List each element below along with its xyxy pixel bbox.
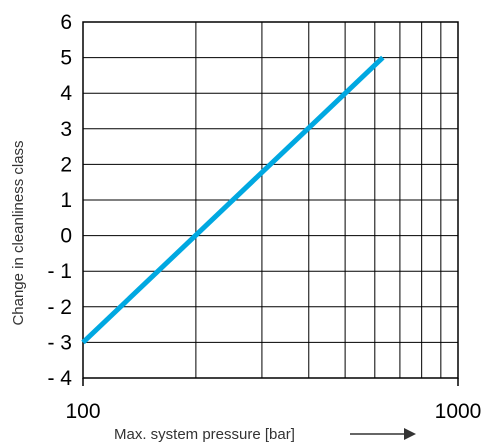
- y-tick-label: - 4: [47, 367, 72, 390]
- x-tick-label: 100: [65, 400, 100, 423]
- y-tick-label: 3: [60, 118, 72, 141]
- y-tick-label: 4: [60, 82, 72, 105]
- plot-frame: [83, 22, 458, 386]
- y-tick-label: - 1: [47, 260, 72, 283]
- y-tick-label: 5: [60, 47, 72, 70]
- y-tick-label: 6: [60, 11, 72, 34]
- y-tick-label: - 2: [47, 296, 72, 319]
- x-axis-label: Max. system pressure [bar]: [114, 426, 295, 443]
- y-tick-label: 0: [60, 225, 72, 248]
- x-tick-label: 1000: [435, 400, 481, 423]
- y-tick-label: 2: [60, 153, 72, 176]
- y-tick-label: 1: [60, 189, 72, 212]
- grid: [83, 22, 458, 378]
- right-arrow-icon: [350, 428, 416, 440]
- y-axis-label: Change in cleanliness class: [10, 140, 27, 325]
- y-tick-label: - 3: [47, 331, 72, 354]
- x-tick-labels: 100 1000: [65, 400, 481, 423]
- y-tick-labels: 6 5 4 3 2 1 0 - 1 - 2 - 3 - 4: [47, 11, 72, 390]
